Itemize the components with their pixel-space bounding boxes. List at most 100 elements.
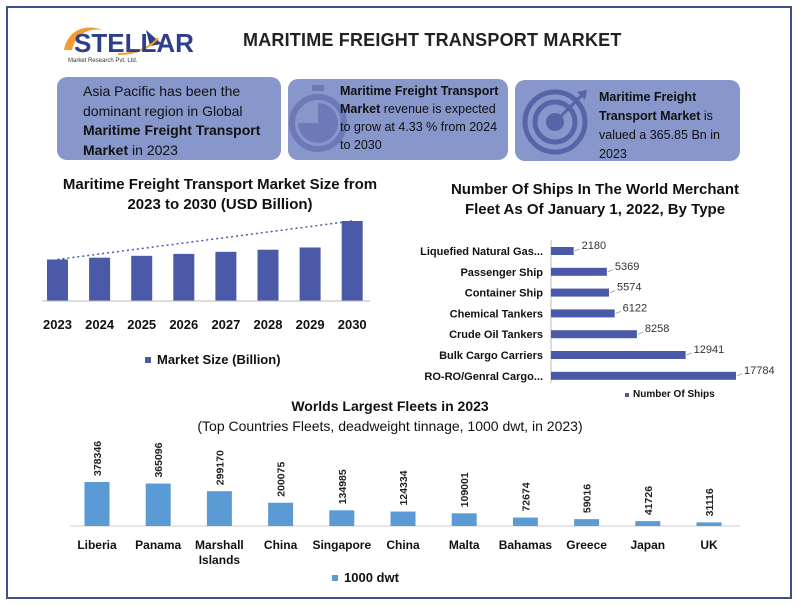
chart1-legend: Market Size (Billion) — [145, 352, 281, 367]
chart3-data-label: 299170 — [214, 450, 226, 485]
chart3-legend-swatch — [332, 574, 338, 581]
chart3-x-tick: China — [386, 538, 420, 552]
chart3-bar — [512, 517, 538, 526]
info-box-value: Maritime Freight Transport Market is val… — [515, 80, 740, 161]
chart2-category-label: RO-RO/Genral Cargo... — [424, 371, 543, 383]
page-title: MARITIME FREIGHT TRANSPORT MARKET — [243, 30, 622, 50]
chart3-title: Worlds Largest Fleets in 2023 — [291, 398, 489, 414]
chart2-bar — [551, 288, 609, 297]
chart2-bar — [551, 351, 686, 359]
chart3-data-label: 134985 — [337, 469, 349, 504]
chart3-data-label: 59016 — [582, 484, 594, 513]
chart2-category-label: Bulk Cargo Carriers — [439, 350, 543, 362]
chart2-label-leader — [637, 331, 644, 335]
chart3-x-tick: Singapore — [312, 538, 371, 552]
chart2-bar — [551, 247, 574, 255]
chart3-data-label: 124334 — [398, 470, 410, 505]
chart2-label-leader — [609, 290, 616, 293]
chart2-legend-label: Number Of Ships — [633, 389, 715, 400]
chart2-category-label: Passenger Ship — [460, 267, 543, 279]
chart1-x-tick: 2029 — [296, 317, 325, 332]
chart2-data-label: 5369 — [615, 261, 639, 273]
chart2-legend: Number Of Ships — [625, 389, 715, 400]
chart1-title: Maritime Freight Transport Market Size f… — [62, 176, 378, 213]
chart2-data-label: 12941 — [694, 344, 725, 356]
chart1-x-tick: 2025 — [127, 317, 156, 332]
chart1-x-tick: 2028 — [254, 317, 283, 332]
chart1-bar — [299, 247, 321, 301]
chart3-legend-label: 1000 dwt — [344, 570, 399, 585]
chart2-label-leader — [574, 248, 580, 252]
info-box-region-bold: Maritime Freight Transport Market — [83, 122, 261, 158]
chart3-x-tick: Marshall — [195, 538, 244, 552]
chart1-bar — [89, 257, 111, 301]
info-box-growth: Maritime Freight Transport Market revenu… — [288, 79, 508, 160]
chart1-x-tick: 2023 — [43, 317, 72, 332]
chart1-x-tick: 2030 — [338, 317, 367, 332]
chart3-bar — [206, 491, 232, 526]
chart3-data-label: 378346 — [92, 441, 104, 476]
chart3-bar — [390, 511, 416, 526]
chart3-data-label: 365096 — [153, 442, 165, 477]
chart2-category-label: Liquefied Natural Gas... — [420, 246, 543, 258]
chart3-x-tick: Liberia — [77, 538, 117, 552]
logo-text: STELLAR — [74, 28, 194, 58]
chart1-bar — [131, 255, 153, 301]
chart3-bar — [451, 513, 477, 526]
chart2-category-label: Crude Oil Tankers — [449, 329, 543, 341]
chart2-category-label: Container Ship — [465, 288, 544, 300]
info-box-region-post: in 2023 — [128, 141, 178, 158]
chart1-bar — [341, 221, 363, 301]
chart2-data-label: 8258 — [645, 323, 669, 335]
chart1-legend-label: Market Size (Billion) — [157, 352, 281, 367]
target-icon — [522, 89, 588, 155]
info-box-value-post: is valued a 365.85 Bn in 2023 — [599, 109, 720, 161]
chart1-x-tick: 2026 — [169, 317, 198, 332]
chart1-bar — [215, 251, 237, 301]
chart3-x-tick: Greece — [566, 538, 607, 552]
chart3-bar — [696, 522, 722, 526]
chart3-data-label: 31116 — [704, 488, 716, 516]
info-box-region-pre: Asia Pacific has been the dominant regio… — [83, 83, 243, 119]
info-box-growth-bold: Maritime Freight Transport Market — [340, 84, 499, 116]
chart3-bar — [145, 483, 171, 526]
chart1-legend-swatch — [145, 356, 151, 363]
chart3-data-label: 200075 — [276, 462, 288, 497]
chart3-bar — [84, 482, 110, 526]
chart2-bar — [551, 371, 736, 380]
chart2-data-label: 5574 — [617, 282, 641, 294]
chart3-x-tick: Panama — [135, 538, 181, 552]
chart2-label-leader — [686, 352, 692, 356]
chart2-data-label: 2180 — [582, 240, 606, 252]
chart3-x-tick: Malta — [449, 538, 480, 552]
chart2-label-leader — [607, 269, 614, 273]
stellar-logo: STELLAR Market Research Pvt. Ltd. — [58, 20, 194, 72]
info-box-value-bold: Maritime Freight Transport Market — [599, 90, 701, 123]
chart3-subtitle: (Top Countries Fleets, deadweight tinnag… — [197, 418, 583, 434]
chart3-x-tick: China — [264, 538, 298, 552]
chart3-x-tick: Japan — [630, 538, 665, 552]
chart2-bar — [551, 330, 637, 339]
chart1-bar — [173, 253, 195, 301]
stopwatch-icon — [289, 85, 347, 152]
logo-swoosh — [64, 27, 162, 55]
chart1-bar — [47, 259, 68, 301]
chart2-bar — [551, 267, 607, 276]
chart3-bar — [635, 521, 661, 526]
chart3-data-label: 72674 — [520, 482, 532, 511]
infographic-frame — [6, 6, 792, 599]
chart2-legend-swatch — [625, 392, 629, 397]
chart2-category-label: Chemical Tankers — [450, 308, 543, 320]
chart2-data-label: 6122 — [623, 302, 647, 314]
info-box-region: Asia Pacific has been the dominant regio… — [57, 77, 281, 160]
logo-subtext: Market Research Pvt. Ltd. — [68, 58, 138, 64]
chart3-data-label: 41726 — [643, 486, 655, 515]
chart1-x-tick: 2024 — [85, 317, 115, 332]
chart2-title: Number Of Ships In The World Merchant Fl… — [450, 181, 740, 218]
chart3-x-tick: UK — [700, 538, 718, 552]
chart1-bar — [257, 249, 279, 301]
info-box-growth-post: revenue is expected to grow at 4.33 % fr… — [340, 102, 498, 152]
